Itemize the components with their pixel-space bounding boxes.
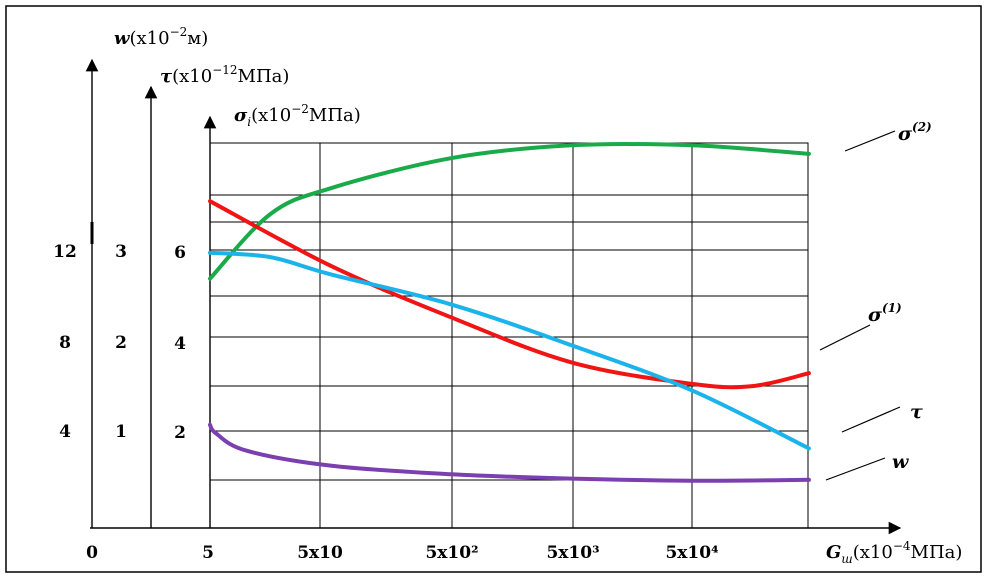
y-tick-label-sigma: 2 bbox=[174, 423, 186, 443]
series-group bbox=[208, 141, 811, 483]
grid-border bbox=[209, 142, 809, 529]
y-tick-label-sigma: 6 bbox=[174, 243, 186, 263]
y-axis-sigma-label: σi(x10−2МПа) bbox=[234, 102, 361, 129]
x-tick-label: 5x10² bbox=[425, 543, 478, 563]
y-tick-label-w: 4 bbox=[59, 422, 71, 442]
leader-line bbox=[819, 324, 871, 351]
series-label: w bbox=[892, 451, 909, 473]
axes bbox=[85, 58, 902, 535]
y-axis-w-label: w(x10−2м) bbox=[114, 25, 208, 49]
grid bbox=[209, 142, 809, 529]
y-tick-label-w: 8 bbox=[59, 333, 71, 353]
series-label: σ(2) bbox=[898, 120, 932, 145]
y-tick-label-w: 12 bbox=[53, 242, 77, 262]
series-label: σ(1) bbox=[868, 301, 902, 326]
x-tick-label: 5x10 bbox=[297, 543, 343, 563]
series-curve-τ bbox=[208, 250, 811, 451]
x-tick-label: 5x10⁴ bbox=[665, 543, 718, 563]
y-tick-label-tau: 3 bbox=[115, 242, 127, 262]
outer-border bbox=[5, 5, 982, 573]
x-origin-label: 0 bbox=[86, 543, 98, 563]
x-axis-label: Gш(x10−4МПа) bbox=[826, 539, 962, 566]
x-tick-label: 5 bbox=[202, 543, 214, 563]
leader-line bbox=[841, 406, 901, 433]
y-tick-label-tau: 1 bbox=[115, 422, 127, 442]
series-label: τ bbox=[910, 401, 923, 423]
labels: w(x10−2м)τ(x10−12МПа)σi(x10−2МПа)1284321… bbox=[53, 25, 962, 566]
series-curve-σ1 bbox=[208, 199, 811, 390]
leader-line bbox=[844, 130, 896, 152]
series-curve-σ2 bbox=[208, 141, 811, 281]
series-curve-w bbox=[208, 422, 811, 483]
y-tick-label-sigma: 4 bbox=[174, 334, 186, 354]
leader-line bbox=[825, 457, 886, 481]
x-tick-label: 5x10³ bbox=[546, 543, 599, 563]
y-axis-tau-label: τ(x10−12МПа) bbox=[160, 63, 289, 87]
y-tick-label-tau: 2 bbox=[115, 333, 127, 353]
